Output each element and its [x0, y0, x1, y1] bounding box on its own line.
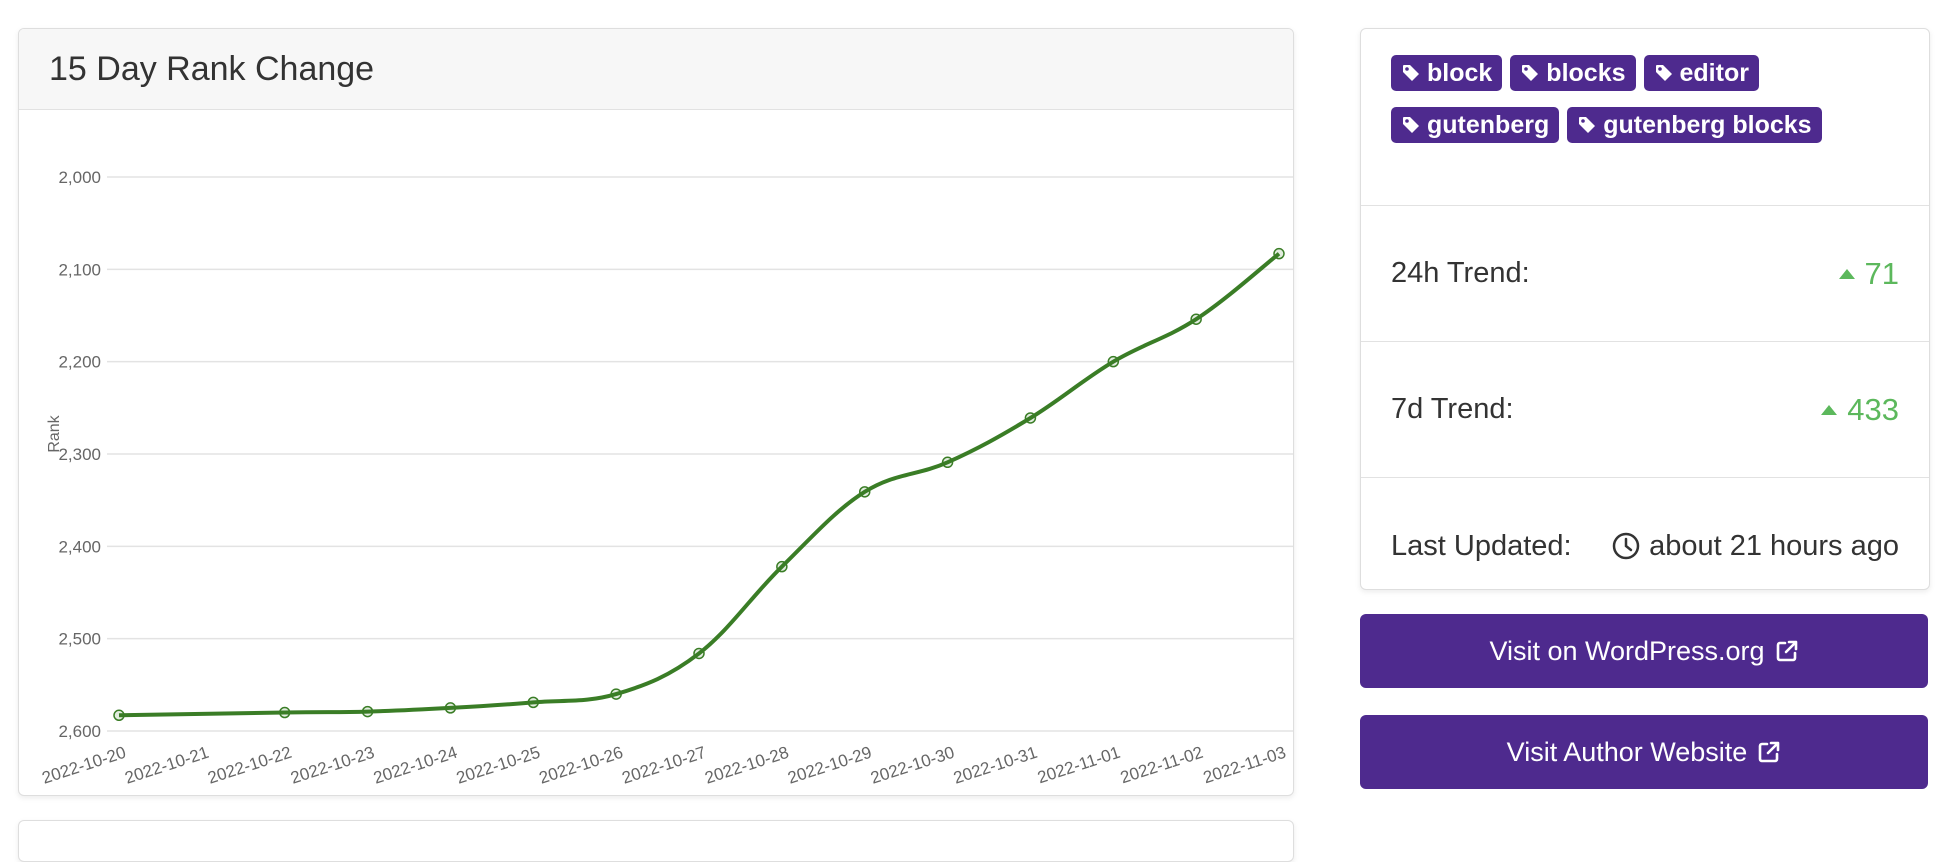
data-point	[278, 706, 291, 719]
chart-card-header: 15 Day Rank Change	[19, 29, 1293, 110]
rank-line-chart: 2,000 2,100 2,200 2,300 2,400 2,500 2,600 Rank 2…	[40, 168, 1293, 788]
x-tick-label: 2022-10-21	[123, 743, 212, 788]
y-tick-label: 2,000	[58, 168, 101, 187]
data-point	[1273, 247, 1285, 260]
x-tick-label: 2022-11-02	[1118, 743, 1205, 788]
series-line	[118, 252, 1281, 718]
external-link-icon	[1759, 741, 1780, 763]
x-tick-label: 2022-10-23	[288, 743, 377, 788]
tag-icon	[1579, 117, 1596, 133]
data-point	[610, 688, 622, 700]
last-updated-value: about 21 hours ago	[1611, 530, 1899, 563]
visit-wordpress-button[interactable]: Visit on WordPress.org	[1360, 614, 1928, 688]
data-point	[444, 702, 457, 714]
tag-label: blocks	[1546, 58, 1626, 87]
x-tick-label: 2022-10-24	[371, 743, 460, 788]
data-point	[776, 560, 788, 573]
data-point	[527, 696, 540, 709]
clock-icon	[1612, 532, 1640, 560]
x-tick-label: 2022-10-26	[537, 743, 626, 788]
tag-icon	[1403, 65, 1419, 81]
external-link-icon	[1776, 640, 1797, 662]
x-tick-label: 2022-10-31	[951, 743, 1040, 788]
tag-list: block blocks editor gutenberg gutenberg bloc…	[1391, 55, 1891, 151]
x-tick-label: 2022-11-03	[1201, 743, 1288, 788]
tag-label: gutenberg blocks	[1603, 110, 1812, 139]
tag-icon	[1655, 65, 1672, 81]
trend-7d-label: 7d Trend:	[1391, 393, 1514, 425]
tag-icon	[1522, 65, 1539, 81]
tags-section: block blocks editor gutenberg gutenberg bloc…	[1361, 29, 1929, 206]
tag-label: gutenberg	[1427, 110, 1550, 139]
tag-gutenberg-blocks[interactable]: gutenberg blocks	[1567, 107, 1822, 143]
x-tick-label: 2022-10-25	[454, 743, 543, 788]
y-tick-label: 2,100	[58, 260, 101, 279]
x-tick-label: 2022-10-22	[205, 743, 294, 788]
tag-gutenberg[interactable]: gutenberg	[1391, 107, 1560, 143]
data-point	[1190, 313, 1202, 325]
y-tick-label: 2,500	[58, 630, 101, 649]
data-point	[858, 486, 871, 498]
next-card	[18, 820, 1294, 862]
x-tick-label: 2022-10-29	[785, 743, 874, 788]
chart-title: 15 Day Rank Change	[49, 49, 375, 88]
plugin-info-card: block blocks editor gutenberg gutenberg bloc…	[1360, 28, 1930, 590]
trend-24h-row: 24h Trend: 71	[1361, 206, 1929, 342]
data-point	[113, 709, 125, 722]
data-point	[693, 647, 705, 660]
data-point	[1107, 355, 1120, 368]
trend-7d-row: 7d Trend: 433	[1361, 342, 1929, 478]
tag-editor[interactable]: editor	[1643, 55, 1759, 91]
data-point	[1024, 412, 1037, 424]
tag-label: block	[1427, 58, 1493, 87]
tag-label: editor	[1679, 58, 1749, 87]
y-axis-label: Rank	[46, 414, 63, 452]
visit-author-label: Visit Author Website	[1506, 736, 1748, 767]
caret-up-icon	[1821, 404, 1838, 415]
y-tick-label: 2,300	[58, 445, 101, 464]
visit-wordpress-label: Visit on WordPress.org	[1489, 635, 1765, 666]
tag-block[interactable]: block	[1391, 55, 1503, 91]
caret-up-icon	[1838, 268, 1855, 279]
y-tick-label: 2,600	[58, 722, 101, 741]
trend-7d-value: 433	[1819, 392, 1899, 428]
trend-7d-number: 433	[1847, 391, 1899, 427]
last-updated-label: Last Updated:	[1391, 529, 1572, 562]
last-updated-row: Last Updated: about 21 hours ago	[1361, 478, 1929, 589]
trend-24h-label: 24h Trend:	[1391, 257, 1530, 289]
data-point	[361, 705, 374, 718]
visit-author-button[interactable]: Visit Author Website	[1360, 715, 1928, 789]
y-tick-label: 2,200	[58, 353, 101, 372]
x-tick-label: 2022-10-20	[40, 743, 129, 788]
tag-icon	[1403, 117, 1419, 133]
trend-24h-value: 71	[1837, 256, 1899, 292]
data-point	[941, 456, 954, 469]
rank-chart-card: 15 Day Rank Change 2,000 2,100 2,200 2,300 2…	[18, 28, 1294, 796]
x-tick-label: 2022-11-01	[1035, 743, 1122, 788]
trend-24h-number: 71	[1864, 255, 1899, 291]
x-tick-label: 2022-10-30	[868, 743, 957, 788]
x-tick-label: 2022-10-28	[703, 743, 792, 788]
y-tick-label: 2,400	[58, 537, 101, 556]
tag-blocks[interactable]: blocks	[1510, 55, 1636, 91]
x-tick-label: 2022-10-27	[620, 743, 709, 788]
last-updated-text: about 21 hours ago	[1649, 529, 1899, 562]
